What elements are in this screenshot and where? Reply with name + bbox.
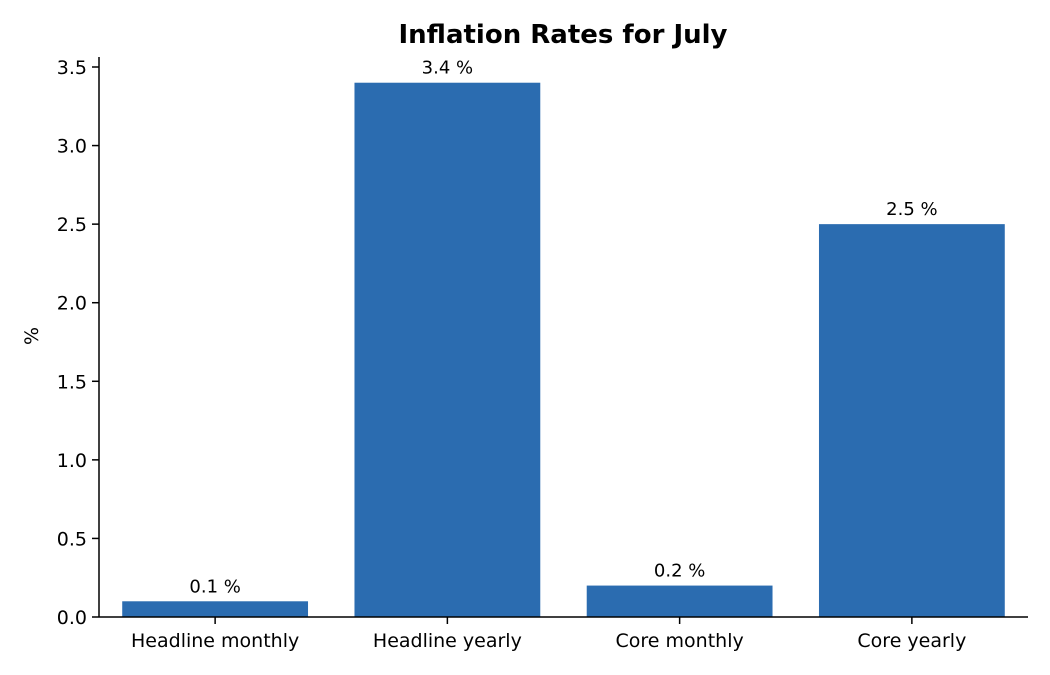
y-tick-label-7: 3.5	[57, 57, 87, 79]
bar-labels-group: 0.1 % 3.4 % 0.2 % 2.5 %	[189, 58, 937, 598]
x-axis: Headline monthly Headline yearly Core mont…	[99, 616, 1028, 652]
y-tick-label-0: 0.0	[57, 607, 87, 629]
x-tick-label-1: Headline yearly	[373, 630, 522, 652]
bar-1	[354, 82, 541, 617]
y-tick-label-4: 2.0	[57, 293, 87, 315]
y-axis-label: %	[21, 327, 43, 345]
y-tick-label-5: 2.5	[57, 214, 87, 236]
y-axis: 0.0 0.5 1.0 1.5 2.0 2.5 3.0 3.5	[57, 57, 100, 629]
y-tick-label-2: 1.0	[57, 450, 87, 472]
bar-data-label-2: 0.2 %	[654, 561, 705, 582]
bar-data-label-3: 2.5 %	[886, 199, 937, 220]
x-tick-label-2: Core monthly	[616, 630, 744, 652]
bar-0	[122, 601, 309, 617]
x-tick-label-0: Headline monthly	[131, 630, 299, 652]
x-tick-label-3: Core yearly	[857, 630, 966, 652]
bar-2	[586, 585, 773, 617]
bar-data-label-1: 3.4 %	[422, 58, 473, 79]
y-tick-label-1: 0.5	[57, 528, 87, 550]
y-tick-label-3: 1.5	[57, 371, 87, 393]
bar-3	[818, 224, 1005, 617]
y-tick-label-6: 3.0	[57, 136, 87, 158]
bars-group	[122, 82, 1005, 617]
bar-data-label-0: 0.1 %	[189, 576, 240, 597]
chart-title: Inflation Rates for July	[398, 20, 727, 50]
